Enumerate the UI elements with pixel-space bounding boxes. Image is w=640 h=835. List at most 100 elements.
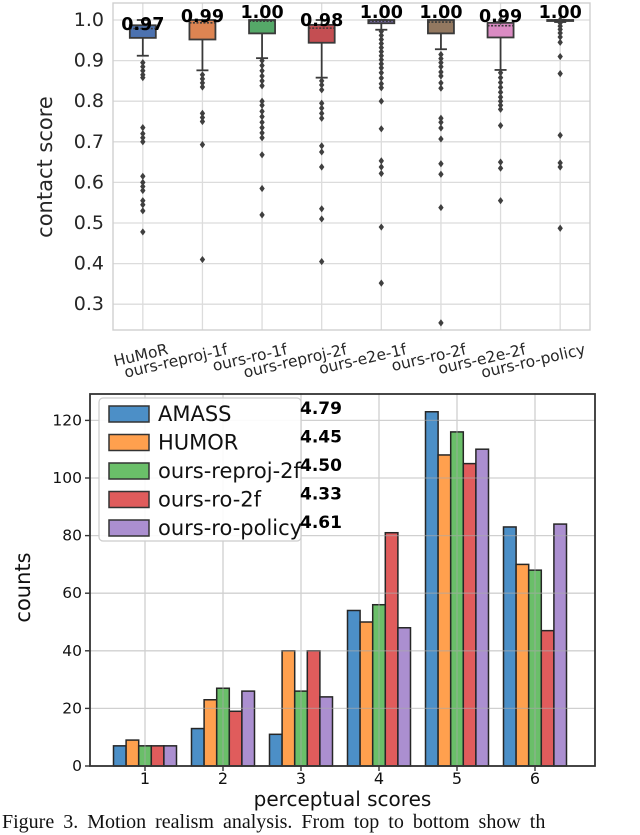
bar <box>553 523 568 767</box>
outlier-point <box>259 211 265 219</box>
outlier-point <box>438 114 444 122</box>
outlier-point <box>318 104 325 112</box>
legend-label: AMASS <box>158 402 232 426</box>
box-value-annotation: 1.00 <box>419 3 462 23</box>
box-ours-reproj-2f <box>307 19 336 266</box>
x-tick-label: 3 <box>296 769 306 788</box>
bar <box>462 462 477 767</box>
outlier-point <box>557 69 563 78</box>
contact-score-boxplot: 1.0 0.9 0.8 0.7 0.6 0.5 0.4 0.3 contact score 0.9… <box>0 0 640 393</box>
outlier-point <box>557 159 563 167</box>
outlier-point <box>438 79 444 87</box>
outlier-point <box>140 228 146 236</box>
outlier-point <box>140 172 146 180</box>
outlier-point <box>378 64 385 72</box>
outlier-point <box>378 27 385 35</box>
outlier-point <box>259 77 265 85</box>
outlier-point <box>318 109 325 117</box>
legend-swatch <box>108 405 150 423</box>
outlier-point <box>497 101 504 109</box>
outlier-point <box>259 113 265 121</box>
outlier-point <box>438 124 444 132</box>
outlier-point <box>497 197 504 205</box>
outlier-point <box>378 39 385 48</box>
outlier-point <box>140 201 146 209</box>
outlier-point <box>438 203 444 212</box>
outlier-point <box>557 163 563 171</box>
outlier-point <box>378 169 385 178</box>
outlier-point <box>259 72 265 80</box>
box-ours-ro-1f <box>248 19 276 219</box>
outlier-point <box>259 118 265 126</box>
x-tick-label: 1 <box>140 769 150 788</box>
y-tick-label: 40 <box>62 642 82 660</box>
outlier-point <box>259 61 265 70</box>
outlier-point <box>140 134 146 142</box>
legend-label: ours-reproj-2f <box>158 459 302 483</box>
box-value-annotation: 1.00 <box>360 3 403 23</box>
x-tick-label: 2 <box>218 769 228 788</box>
outlier-point <box>378 74 385 82</box>
outlier-point <box>378 44 385 52</box>
legend-swatch <box>108 462 150 480</box>
y-tick-label: 0.4 <box>74 253 104 275</box>
outlier-point <box>318 114 325 122</box>
y-tick-label: 0.7 <box>74 131 104 153</box>
outlier-point <box>140 67 146 75</box>
outlier-point <box>497 158 504 166</box>
outlier-point <box>199 109 206 117</box>
outlier-point <box>378 163 385 171</box>
outlier-point <box>438 84 444 92</box>
figure-caption: Figure 3. Motion realism analysis. From … <box>2 811 546 833</box>
outlier-point <box>378 60 385 68</box>
plot-border <box>112 2 591 331</box>
outlier-point <box>378 69 385 77</box>
outlier-point <box>140 74 146 82</box>
outlier-point <box>199 141 206 149</box>
outlier-point <box>318 257 325 266</box>
outlier-point <box>318 205 325 213</box>
box-value-annotation: 0.98 <box>300 11 343 31</box>
outlier-point <box>557 38 563 46</box>
y-tick-label: 1.0 <box>74 9 104 31</box>
outlier-point <box>438 118 444 126</box>
outlier-point <box>378 97 385 105</box>
outlier-point <box>497 164 504 172</box>
outlier-point <box>497 105 504 113</box>
outlier-point <box>378 48 385 56</box>
outlier-point <box>497 17 504 25</box>
outlier-point <box>438 135 444 143</box>
outlier-point <box>318 86 325 94</box>
outlier-point <box>259 67 265 75</box>
x-tick-label: 6 <box>530 769 540 788</box>
outlier-point <box>140 207 146 215</box>
outlier-point <box>497 69 504 77</box>
outlier-point <box>378 52 385 60</box>
bar <box>190 727 205 767</box>
outlier-point <box>497 83 504 91</box>
outlier-point <box>318 142 325 150</box>
outlier-point <box>199 83 206 91</box>
outlier-point <box>438 54 444 63</box>
legend-label: ours-ro-2f <box>158 488 262 512</box>
outlier-point <box>199 79 206 87</box>
legend: AMASS HUMOR ours-reproj-2f ours-ro-2f ours-r… <box>98 397 302 542</box>
outlier-point <box>438 170 444 178</box>
outlier-point <box>438 72 444 80</box>
outlier-point <box>140 130 146 138</box>
outlier-point <box>557 224 563 232</box>
outlier-point <box>259 97 265 105</box>
outlier-point <box>259 151 265 159</box>
x-axis-label: perceptual scores <box>254 787 432 811</box>
mean-score-annotation: 4.50 <box>300 456 342 476</box>
outlier-point <box>378 125 385 133</box>
mean-score-annotation: 4.45 <box>300 428 342 448</box>
bar <box>228 710 243 767</box>
outlier-point <box>497 74 504 82</box>
y-axis-label: counts <box>11 552 35 622</box>
perceptual-scores-histogram: 0 20 40 60 80 100 120 1 2 3 4 5 6 perceptual scores co… <box>0 393 640 815</box>
outlier-point <box>140 59 146 67</box>
bar-series-ours-ro-2f <box>150 462 555 767</box>
legend-swatch <box>108 433 150 452</box>
